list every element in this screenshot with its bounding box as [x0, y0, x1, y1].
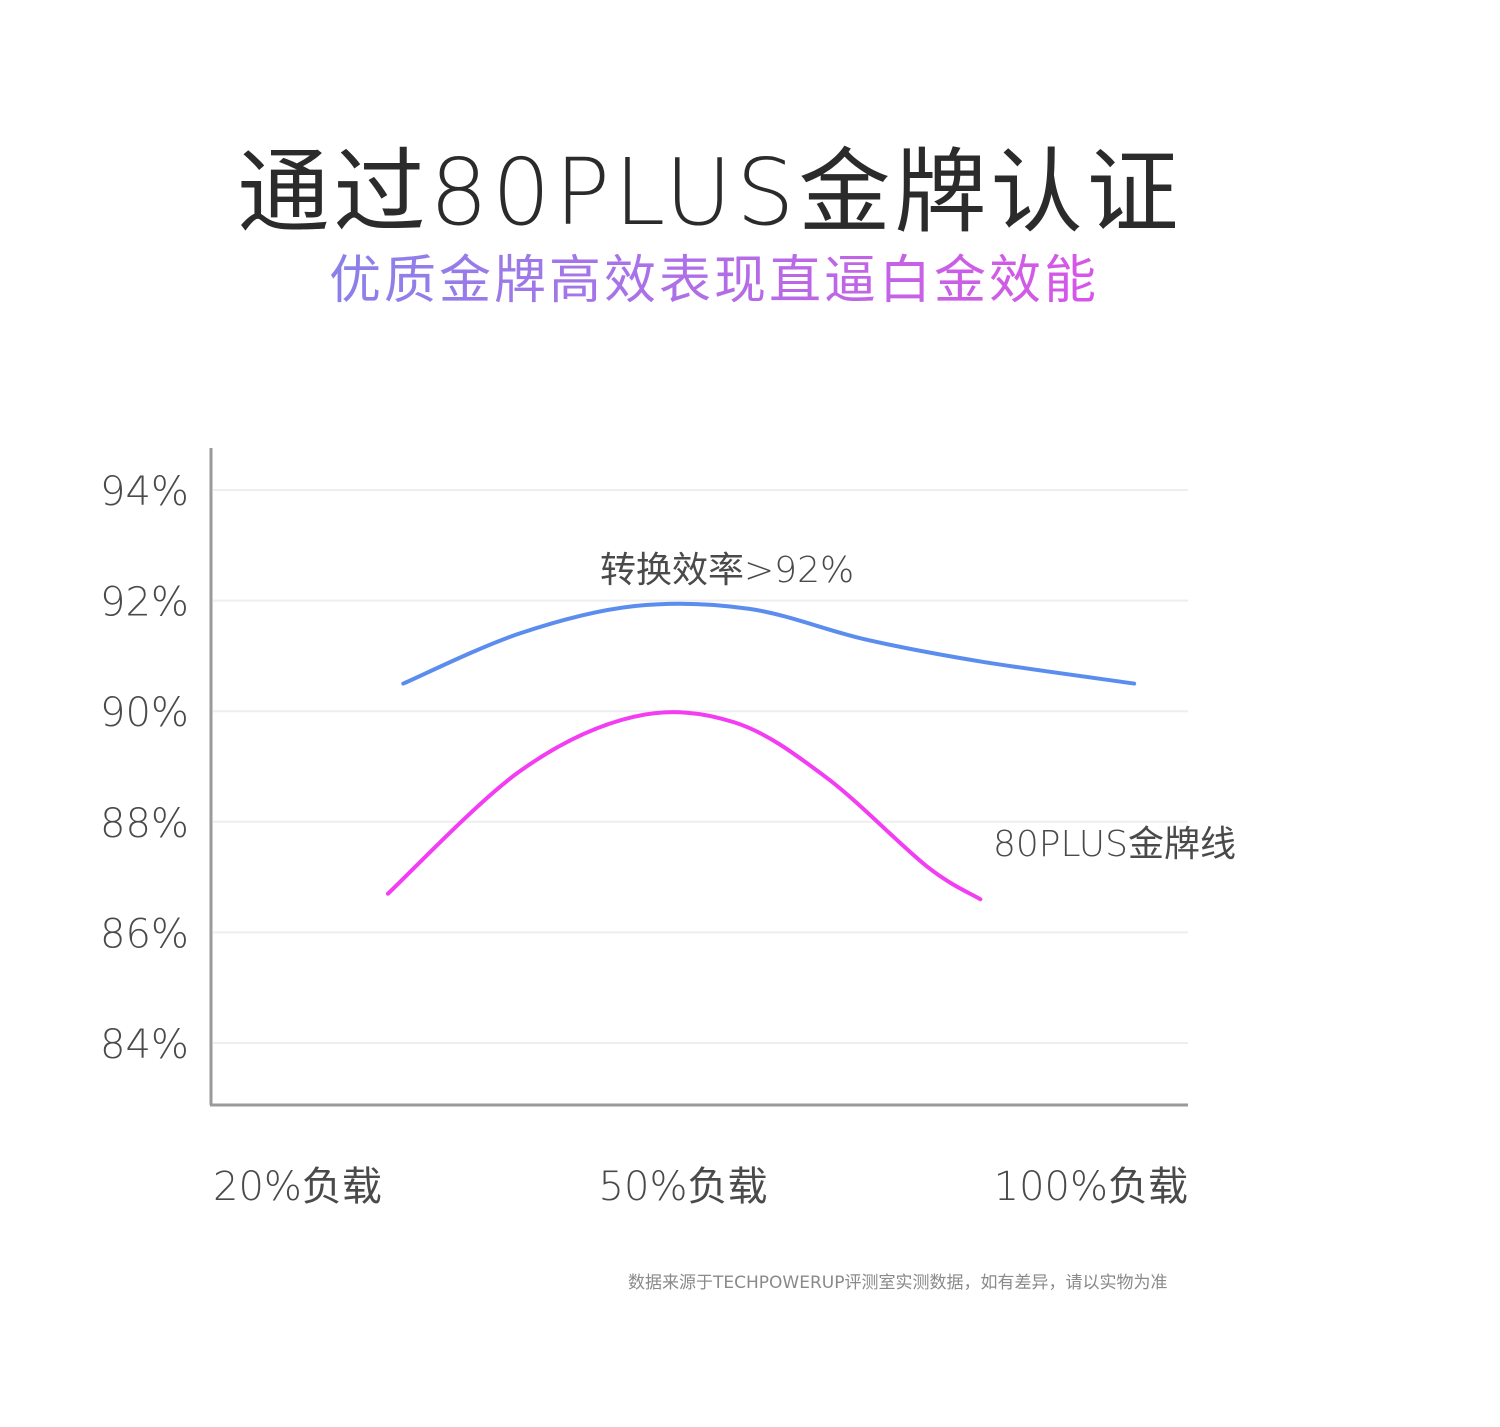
y-tick-label: 92% — [100, 580, 189, 626]
y-tick-label: 86% — [100, 911, 189, 957]
page-title: 通过80PLUS金牌认证 — [237, 139, 1183, 246]
page-subtitle: 优质金牌高效表现直逼白金效能 — [0, 238, 1428, 313]
x-tick-label: 100%负载 — [994, 1164, 1188, 1210]
y-tick-label: 94% — [100, 469, 189, 515]
annotations: 转换效率>92% 80PLUS金牌线 — [600, 550, 1236, 865]
x-tick-labels: 20%负载 50%负载 100%负载 — [213, 1164, 1188, 1210]
axes — [209, 448, 1188, 1107]
gold-line-annotation: 80PLUS金牌线 — [993, 824, 1236, 865]
data-source-footnote: 数据来源于TECHPOWERUP评测室实测数据，如有差异，请以实物为准 — [628, 1273, 1168, 1293]
series-lines — [385, 601, 1137, 902]
y-tick-labels: 94% 92% 90% 88% 86% 84% — [100, 469, 189, 1068]
gold-standard-series-line — [385, 710, 983, 902]
efficiency-series-line — [401, 601, 1137, 686]
y-tick-label: 88% — [100, 801, 189, 847]
grid-lines — [213, 489, 1188, 1044]
y-tick-label: 84% — [100, 1022, 189, 1068]
x-tick-label: 50%负载 — [599, 1164, 768, 1210]
y-tick-label: 90% — [100, 690, 189, 736]
efficiency-annotation: 转换效率>92% — [600, 550, 854, 591]
x-tick-label: 20%负载 — [213, 1164, 382, 1210]
